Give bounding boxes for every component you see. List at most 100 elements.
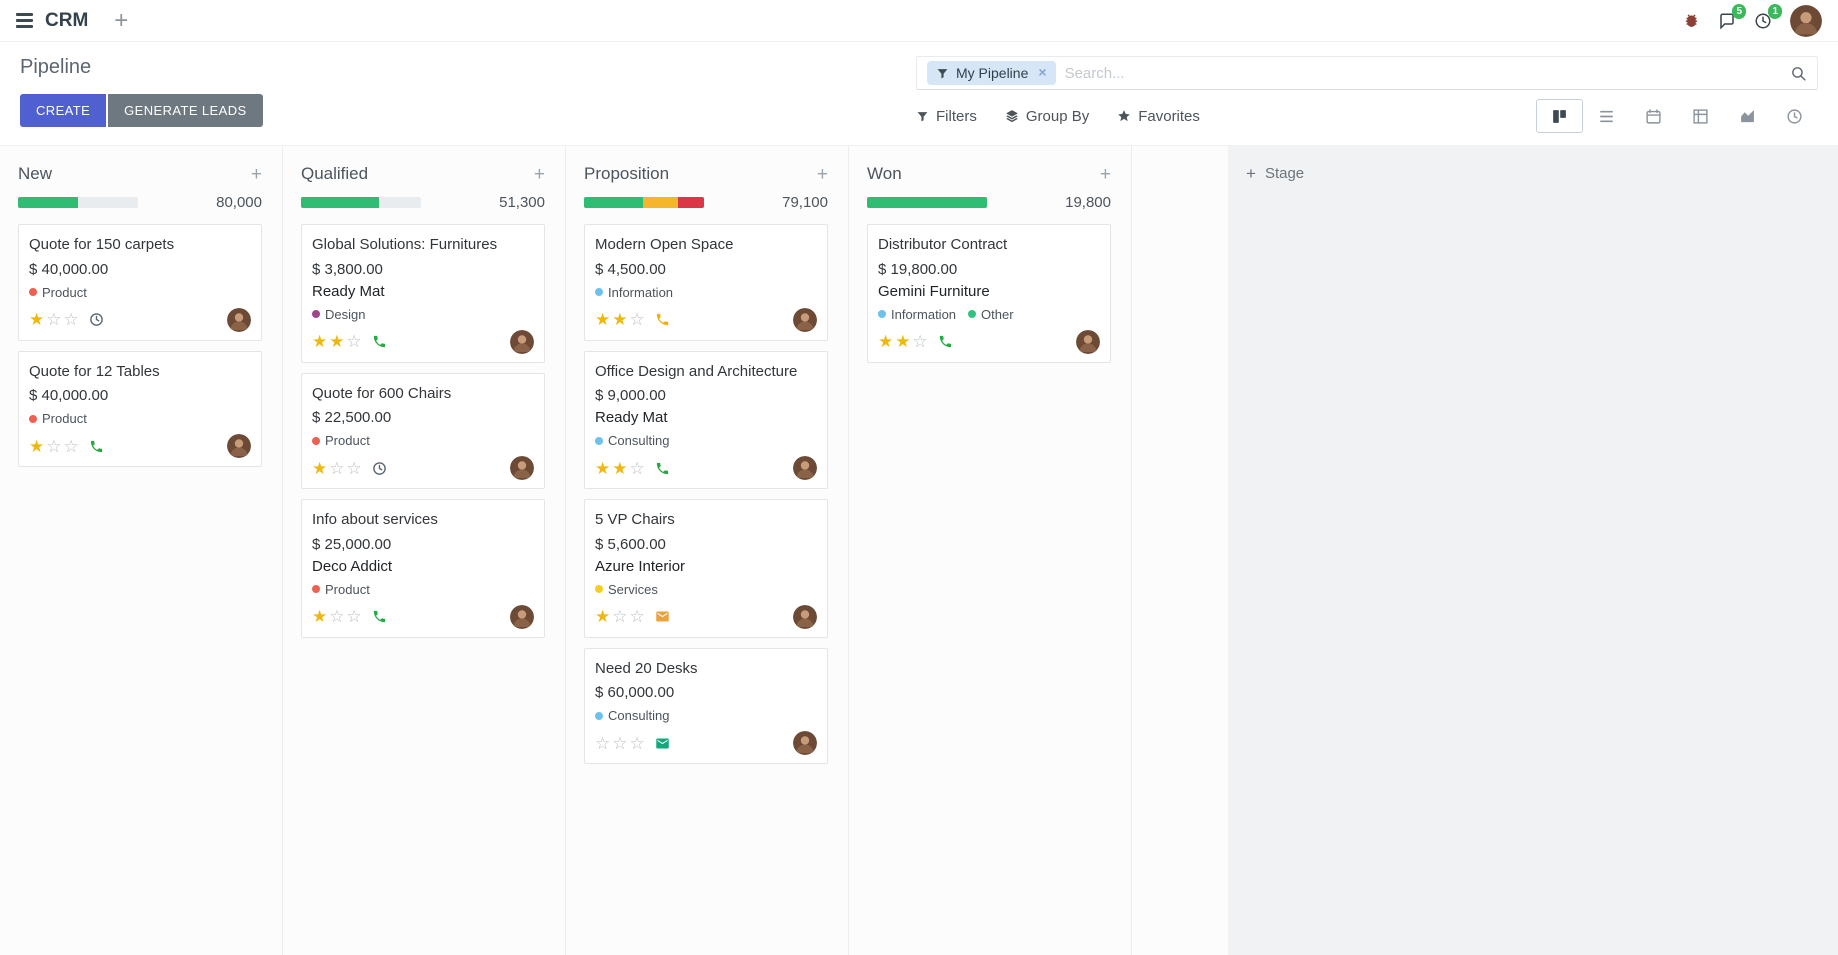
facet-remove-icon[interactable]: × (1038, 64, 1047, 80)
priority-star[interactable]: ☆ (346, 332, 362, 351)
generate-leads-button[interactable]: GENERATE LEADS (108, 94, 263, 127)
view-activity-button[interactable] (1771, 99, 1818, 133)
app-name[interactable]: CRM (45, 9, 89, 31)
add-stage-button[interactable]: + Stage (1246, 165, 1838, 182)
column-progressbar[interactable] (867, 197, 987, 208)
priority-star[interactable]: ☆ (629, 310, 645, 329)
kanban-card[interactable]: Global Solutions: Furnitures $ 3,800.00 Re… (301, 224, 545, 363)
filters-menu[interactable]: Filters (916, 108, 977, 125)
priority-star[interactable]: ☆ (46, 436, 62, 456)
priority-star[interactable]: ★ (595, 458, 611, 478)
priority-star[interactable]: ★ (329, 332, 345, 351)
clock-activity-icon[interactable] (89, 312, 104, 327)
progress-segment[interactable] (301, 197, 379, 208)
kanban-card[interactable]: Distributor Contract $ 19,800.00 Gemini Fu… (867, 224, 1111, 363)
bug-icon[interactable] (1683, 12, 1700, 29)
priority-star[interactable]: ☆ (612, 607, 628, 626)
salesperson-avatar[interactable] (227, 307, 251, 332)
progress-segment[interactable] (584, 197, 643, 208)
view-pivot-button[interactable] (1677, 99, 1724, 133)
kanban-card[interactable]: Quote for 150 carpets $ 40,000.00 Product ★… (18, 224, 262, 341)
view-list-button[interactable] (1583, 99, 1630, 133)
clock-activity-icon[interactable] (372, 461, 387, 476)
activities-icon[interactable]: 1 (1754, 3, 1782, 30)
salesperson-avatar[interactable] (227, 434, 251, 458)
priority-star[interactable]: ★ (312, 607, 328, 626)
envelope-activity-icon[interactable] (655, 736, 670, 751)
priority-star[interactable]: ★ (595, 607, 611, 626)
group-by-menu[interactable]: Group By (1005, 108, 1089, 125)
search-bar[interactable]: My Pipeline × (916, 56, 1818, 90)
phone-activity-icon[interactable] (655, 461, 670, 476)
column-progressbar[interactable] (584, 197, 704, 208)
kanban-card[interactable]: Info about services $ 25,000.00 Deco Addic… (301, 499, 545, 638)
messages-icon[interactable]: 5 (1718, 3, 1746, 30)
priority-star[interactable]: ☆ (46, 310, 62, 329)
salesperson-avatar[interactable] (510, 456, 534, 480)
priority-star[interactable]: ★ (895, 332, 911, 351)
priority-star[interactable]: ☆ (329, 607, 345, 626)
search-facet[interactable]: My Pipeline × (927, 61, 1056, 85)
phone-activity-icon[interactable] (938, 334, 953, 349)
priority-star[interactable]: ★ (312, 332, 328, 351)
phone-activity-icon[interactable] (655, 312, 670, 327)
priority-star[interactable]: ☆ (346, 607, 362, 626)
apps-menu-icon[interactable] (16, 13, 33, 28)
column-title[interactable]: Proposition (584, 164, 670, 183)
view-kanban-button[interactable] (1536, 99, 1583, 133)
priority-star[interactable]: ☆ (329, 458, 345, 478)
progress-segment[interactable] (18, 197, 78, 208)
column-progressbar[interactable] (301, 197, 421, 208)
create-button[interactable]: CREATE (20, 94, 107, 127)
priority-star[interactable]: ☆ (346, 458, 362, 478)
priority-star[interactable]: ☆ (63, 310, 79, 329)
progress-segment[interactable] (677, 197, 704, 208)
priority-star[interactable]: ★ (612, 458, 628, 478)
kanban-card[interactable]: Modern Open Space $ 4,500.00 Information ★ ★… (584, 224, 828, 341)
column-title[interactable]: New (18, 164, 53, 183)
column-quick-add-icon[interactable]: + (533, 163, 545, 185)
salesperson-avatar[interactable] (510, 329, 534, 354)
phone-activity-icon[interactable] (372, 609, 387, 624)
view-calendar-button[interactable] (1630, 99, 1677, 133)
kanban-card[interactable]: 5 VP Chairs $ 5,600.00 Azure Interior Servi… (584, 499, 828, 638)
priority-star[interactable]: ☆ (63, 436, 79, 456)
favorites-menu[interactable]: Favorites (1117, 108, 1200, 125)
user-avatar[interactable] (1790, 4, 1822, 37)
priority-star[interactable]: ☆ (612, 733, 628, 753)
priority-star[interactable]: ☆ (595, 733, 611, 753)
kanban-card[interactable]: Need 20 Desks $ 60,000.00 Consulting ☆ ☆ ☆ (584, 647, 828, 764)
priority-star[interactable]: ☆ (912, 332, 928, 351)
kanban-card[interactable]: Office Design and Architecture $ 9,000.00… (584, 350, 828, 489)
phone-activity-icon[interactable] (89, 439, 104, 454)
priority-star[interactable]: ★ (312, 458, 328, 478)
salesperson-avatar[interactable] (793, 731, 817, 755)
kanban-card[interactable]: Quote for 12 Tables $ 40,000.00 Product ★ ☆ ☆ (18, 350, 262, 467)
column-progressbar[interactable] (18, 197, 138, 208)
phone-activity-icon[interactable] (372, 334, 387, 349)
salesperson-avatar[interactable] (1076, 329, 1100, 354)
progress-segment[interactable] (867, 197, 987, 208)
priority-star[interactable]: ★ (29, 310, 45, 329)
priority-star[interactable]: ☆ (629, 607, 645, 626)
salesperson-avatar[interactable] (793, 307, 817, 332)
priority-star[interactable]: ★ (595, 310, 611, 329)
view-graph-button[interactable] (1724, 99, 1771, 133)
search-input[interactable] (1064, 64, 1781, 82)
plus-icon[interactable]: + (114, 6, 129, 34)
priority-star[interactable]: ★ (612, 310, 628, 329)
envelope-activity-icon[interactable] (655, 609, 670, 624)
column-quick-add-icon[interactable]: + (250, 163, 262, 185)
kanban-card[interactable]: Quote for 600 Chairs $ 22,500.00 Product ★ ☆… (301, 372, 545, 489)
priority-star[interactable]: ★ (29, 436, 45, 456)
salesperson-avatar[interactable] (510, 604, 534, 629)
salesperson-avatar[interactable] (793, 604, 817, 629)
add-stage-area[interactable]: + Stage (1228, 146, 1838, 955)
column-quick-add-icon[interactable]: + (816, 163, 828, 185)
priority-star[interactable]: ☆ (629, 733, 645, 753)
priority-star[interactable]: ★ (878, 332, 894, 351)
search-icon[interactable] (1790, 65, 1807, 82)
column-title[interactable]: Won (867, 164, 902, 183)
priority-star[interactable]: ☆ (629, 458, 645, 478)
salesperson-avatar[interactable] (793, 456, 817, 480)
